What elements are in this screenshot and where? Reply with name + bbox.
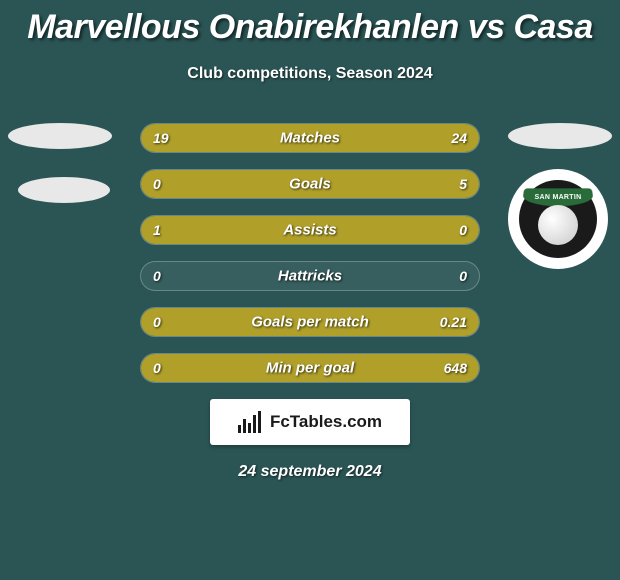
soccer-ball-icon [538, 205, 578, 245]
stat-label: Goals [289, 176, 331, 193]
stat-label: Min per goal [266, 360, 354, 377]
stat-left-value: 19 [153, 130, 169, 146]
brand-logo: FcTables.com [210, 399, 410, 445]
club-crest-icon: SAN MARTIN [508, 169, 608, 269]
comparison-title: Marvellous Onabirekhanlen vs Casa [0, 0, 620, 47]
stat-right-value: 24 [451, 130, 467, 146]
stat-row-min-per-goal: 0 Min per goal 648 [140, 353, 480, 383]
placeholder-badge-icon [8, 123, 112, 149]
crest-text: SAN MARTIN [522, 188, 594, 206]
placeholder-badge-icon [18, 177, 110, 203]
stat-bars: 19 Matches 24 0 Goals 5 1 Assists 0 0 Ha… [140, 123, 480, 383]
stat-row-goals: 0 Goals 5 [140, 169, 480, 199]
placeholder-badge-icon [508, 123, 612, 149]
brand-text: FcTables.com [270, 412, 382, 432]
stat-right-value: 648 [444, 360, 467, 376]
stat-right-value: 0.21 [440, 314, 467, 330]
stat-row-goals-per-match: 0 Goals per match 0.21 [140, 307, 480, 337]
stat-left-value: 0 [153, 360, 161, 376]
stat-label: Matches [280, 130, 340, 147]
stat-label: Hattricks [278, 268, 342, 285]
stat-right-value: 0 [459, 268, 467, 284]
stat-row-assists: 1 Assists 0 [140, 215, 480, 245]
stat-left-value: 0 [153, 268, 161, 284]
comparison-subtitle: Club competitions, Season 2024 [0, 65, 620, 83]
left-player-badges [8, 123, 112, 231]
right-player-badges: SAN MARTIN [508, 123, 612, 269]
stat-left-value: 1 [153, 222, 161, 238]
stat-left-value: 0 [153, 176, 161, 192]
stat-label: Assists [283, 222, 336, 239]
bar-chart-icon [238, 411, 264, 433]
stat-left-value: 0 [153, 314, 161, 330]
comparison-content: SAN MARTIN 19 Matches 24 0 Goals 5 1 Ass… [0, 123, 620, 481]
stat-row-matches: 19 Matches 24 [140, 123, 480, 153]
stat-right-value: 0 [459, 222, 467, 238]
footer-date: 24 september 2024 [0, 463, 620, 481]
stat-row-hattricks: 0 Hattricks 0 [140, 261, 480, 291]
stat-right-value: 5 [459, 176, 467, 192]
stat-label: Goals per match [251, 314, 369, 331]
